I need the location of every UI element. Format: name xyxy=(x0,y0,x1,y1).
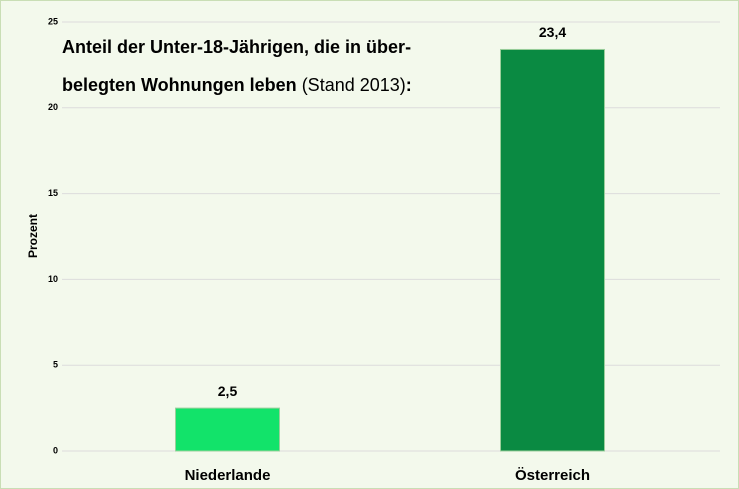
bar xyxy=(175,407,280,452)
title-suffix: : xyxy=(406,75,412,95)
x-tick-label: Österreich xyxy=(515,467,590,484)
y-tick-label: 0 xyxy=(53,445,58,455)
chart-title: belegten Wohnungen leben (Stand 2013): xyxy=(62,75,412,95)
y-tick-label: 20 xyxy=(48,102,58,112)
y-tick-label: 5 xyxy=(53,360,58,370)
chart-title-line: belegten Wohnungen leben xyxy=(62,75,297,95)
y-tick-label: 25 xyxy=(48,16,58,26)
bar xyxy=(500,48,605,452)
chart-title: Anteil der Unter-18-Jährigen, die in übe… xyxy=(62,37,411,57)
data-label: 23,4 xyxy=(539,24,566,40)
x-tick-label: Niederlande xyxy=(185,467,271,484)
subtitle: (Stand 2013) xyxy=(302,75,406,95)
y-tick-label: 15 xyxy=(48,188,58,198)
y-axis-label: Prozent xyxy=(26,214,40,258)
plot-area: 0 5 10 15 20 25 Niederlande 2,5 Österreich 23,4 xyxy=(48,16,720,484)
y-tick-label: 10 xyxy=(48,274,58,284)
data-label: 2,5 xyxy=(218,383,238,399)
